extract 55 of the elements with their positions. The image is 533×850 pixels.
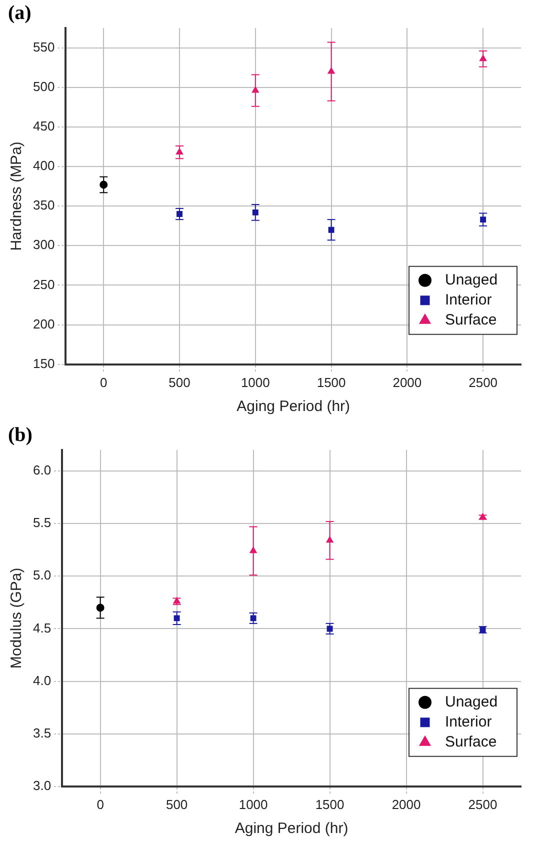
y-tick-label: 150 xyxy=(32,356,55,371)
x-tick-label: 2500 xyxy=(468,374,498,390)
point xyxy=(328,226,334,233)
y-tick-label: 200 xyxy=(32,316,55,332)
y-axis-title: Modulus (GPa) xyxy=(8,568,26,669)
x-tick-label: 1500 xyxy=(315,796,344,812)
point xyxy=(100,180,108,189)
x-axis-title: Aging Period (hr) xyxy=(236,398,350,416)
x-tick-label: 2000 xyxy=(392,796,421,812)
x-tick-label: 500 xyxy=(168,374,190,390)
y-tick-label: 5.0 xyxy=(32,568,52,583)
y-tick-label: 550 xyxy=(32,39,55,54)
x-tick-label: 2000 xyxy=(392,374,422,390)
point xyxy=(174,615,180,622)
y-tick-label: 4.0 xyxy=(32,672,52,688)
x-tick-label: 1000 xyxy=(238,796,268,812)
chart-title: (a) xyxy=(8,2,32,25)
y-tick-label: 450 xyxy=(32,118,55,134)
y-tick-label: 500 xyxy=(32,78,55,94)
point xyxy=(326,626,333,632)
legend-label: Surface xyxy=(445,312,497,329)
y-tick-label: 3.0 xyxy=(32,778,52,793)
point xyxy=(480,54,487,62)
point xyxy=(96,604,104,612)
legend-label: Interior xyxy=(445,292,492,309)
y-tick-label: 300 xyxy=(32,237,55,252)
y-tick-label: 350 xyxy=(32,198,55,213)
point xyxy=(250,615,256,622)
point xyxy=(176,211,182,217)
legend-label: Unaged xyxy=(445,272,498,289)
point xyxy=(176,148,184,155)
y-tick-label: 5.5 xyxy=(32,515,52,530)
y-tick-label: 400 xyxy=(32,158,55,174)
point xyxy=(328,68,335,74)
x-tick-label: 500 xyxy=(166,796,188,812)
legend-label: Unaged xyxy=(445,694,498,711)
y-tick-label: 6.0 xyxy=(32,462,52,478)
point xyxy=(252,86,259,93)
point xyxy=(250,546,257,554)
x-tick-label: 0 xyxy=(100,374,108,390)
legend-label: Interior xyxy=(445,714,492,731)
y-tick-label: 4.5 xyxy=(32,620,52,636)
point xyxy=(480,216,486,223)
chart-title: (b) xyxy=(8,424,32,447)
point xyxy=(326,536,334,543)
point xyxy=(252,209,258,216)
x-tick-label: 1500 xyxy=(316,374,346,390)
x-tick-label: 1000 xyxy=(240,374,270,390)
y-tick-label: 3.5 xyxy=(32,725,52,740)
y-tick-label: 250 xyxy=(32,276,55,292)
y-axis-title: Hardness (MPa) xyxy=(8,142,26,251)
x-axis-title: Aging Period (hr) xyxy=(234,820,348,838)
x-tick-label: 0 xyxy=(96,796,104,812)
legend-label: Surface xyxy=(445,734,497,751)
x-tick-label: 2500 xyxy=(468,796,498,812)
